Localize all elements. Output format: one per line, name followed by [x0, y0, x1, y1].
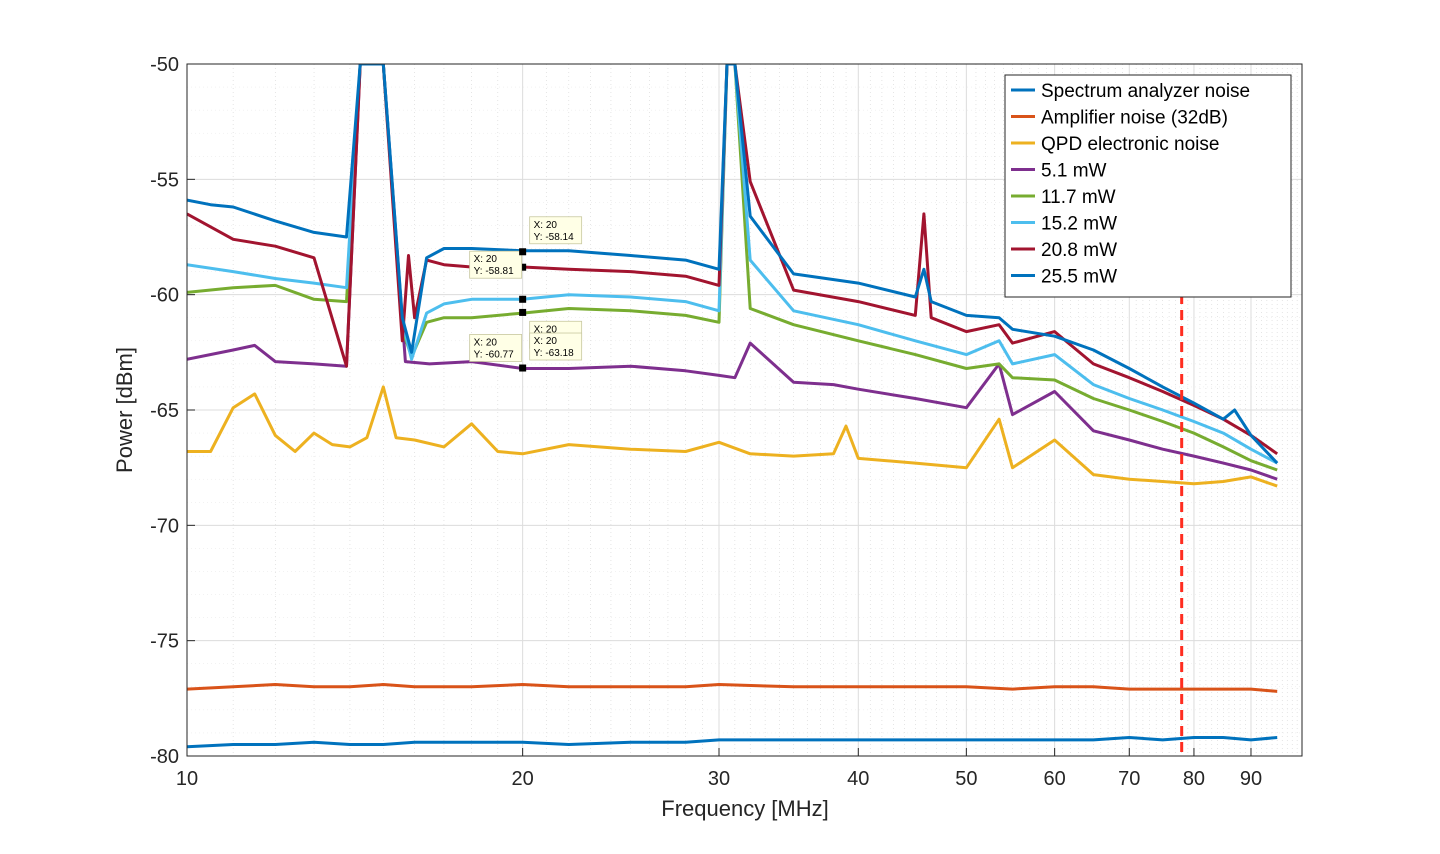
y-axis-label: Power [dBm] [112, 347, 137, 473]
x-tick-label: 30 [708, 768, 730, 790]
legend-entry: 11.7 mW [1041, 187, 1116, 208]
legend-entry: Spectrum analyzer noise [1041, 81, 1250, 102]
y-tick-label: -55 [150, 169, 179, 191]
x-axis-ticks: 10 20 30 40 50 60 70 80 90 [176, 748, 1262, 790]
series-layer [187, 64, 1279, 749]
series-line-8 [187, 64, 1279, 465]
series-line-7 [187, 64, 1279, 456]
datatip-marker [519, 248, 527, 256]
x-tick-label: 20 [512, 768, 534, 790]
datatip-marker [519, 308, 527, 316]
y-tick-label: -50 [150, 54, 179, 76]
series-line-2 [187, 683, 1278, 693]
series-line-3 [187, 385, 1278, 488]
y-tick-label: -80 [150, 746, 179, 768]
legend-entry: Amplifier noise (32dB) [1041, 108, 1228, 129]
legend-entry: 5.1 mW [1041, 161, 1107, 182]
datatip-box [469, 250, 523, 279]
series-line-1 [187, 736, 1278, 749]
y-tick-label: -75 [150, 631, 179, 653]
datatip-y-text: Y: -63.18 [534, 348, 574, 359]
datatip-x-text: X: 20 [474, 337, 498, 348]
legend-entry: 25.5 mW [1041, 267, 1117, 288]
datatip-x-text: X: 20 [534, 220, 558, 231]
datatip-x-text: X: 20 [534, 336, 558, 347]
x-tick-label: 50 [955, 768, 977, 790]
x-tick-label: 80 [1183, 768, 1205, 790]
x-tick-label: 60 [1044, 768, 1066, 790]
datatip-marker [519, 295, 527, 303]
legend-box [1004, 74, 1292, 298]
legend: Spectrum analyzer noise Amplifier noise (… [1004, 74, 1292, 298]
datatip-x-text: X: 20 [474, 254, 498, 265]
datatip-marker [519, 364, 527, 372]
legend-items: Spectrum analyzer noise Amplifier noise (… [1011, 81, 1250, 288]
datatip-box [529, 332, 583, 361]
y-tick-label: -60 [150, 285, 179, 307]
datatip-y-text: Y: -58.81 [474, 266, 514, 277]
x-tick-label: 10 [176, 768, 198, 790]
datatip-y-text: Y: -58.14 [534, 232, 574, 243]
x-tick-label: 40 [847, 768, 869, 790]
y-tick-label: -70 [150, 515, 179, 537]
x-tick-label: 70 [1118, 768, 1140, 790]
legend-entry: QPD electronic noise [1041, 134, 1219, 155]
datatip-y-text: Y: -60.77 [474, 349, 514, 360]
y-axis-ticks: -80 -75 -70 -65 -60 -55 -50 [150, 54, 195, 768]
datatip-box [469, 334, 523, 362]
x-axis-label: Frequency [MHz] [661, 796, 829, 821]
legend-entry: 20.8 mW [1041, 240, 1117, 261]
legend-entry: 15.2 mW [1041, 214, 1117, 235]
datatip-layer: X: 20Y: -58.81X: 20Y: -58.14X: 20Y: -60.… [469, 216, 583, 372]
y-tick-label: -65 [150, 400, 179, 422]
datatip-marker [519, 263, 527, 271]
datatip-box [529, 216, 583, 245]
datatip-x-text: X: 20 [534, 324, 558, 335]
x-tick-label: 90 [1240, 768, 1262, 790]
